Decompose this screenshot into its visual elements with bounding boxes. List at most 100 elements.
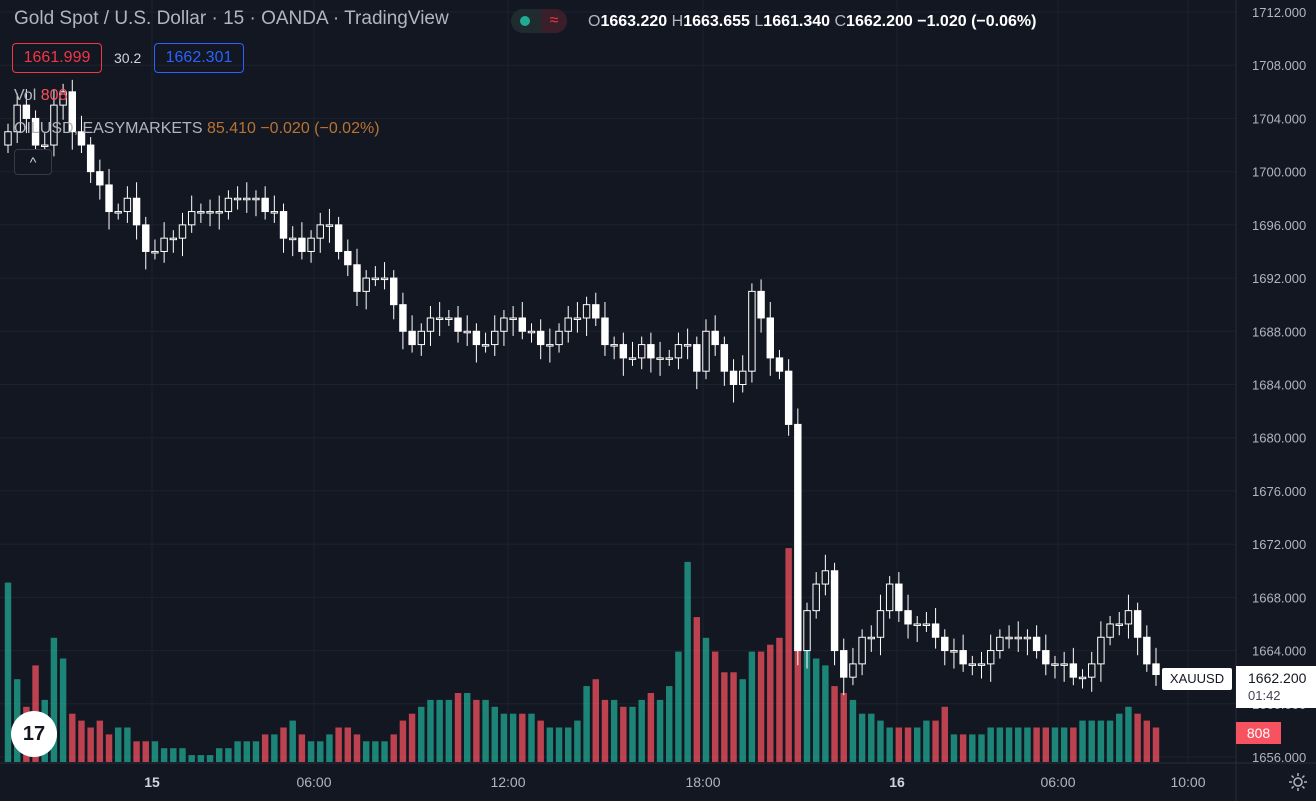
candle-body (187, 211, 196, 226)
volume-bar (390, 734, 397, 762)
collapse-legend-button[interactable]: ^ (14, 149, 52, 175)
volume-bar (675, 651, 682, 762)
candle-body (637, 344, 646, 359)
symbol-title[interactable]: Gold Spot / U.S. Dollar · 15 · OANDA · T… (14, 8, 449, 29)
candle-body (334, 224, 343, 252)
candle-body (1143, 636, 1151, 665)
volume-bar (206, 755, 214, 762)
close-label: C (834, 13, 847, 30)
candle-body (13, 104, 21, 133)
candle-body (279, 211, 288, 239)
volume-bar (160, 748, 168, 762)
volume-bar (519, 713, 526, 762)
gear-icon[interactable] (1288, 772, 1308, 792)
candle-body (96, 171, 104, 186)
volume-bar (1106, 720, 1114, 762)
candle-body (986, 650, 995, 665)
volume-bar (114, 727, 122, 762)
volume-bar (50, 637, 58, 762)
candle-body (197, 211, 205, 214)
candle-body (601, 317, 609, 346)
volume-bar (1015, 727, 1022, 762)
price-scale-label: 1688.000 (1252, 324, 1306, 339)
volume-bar (565, 727, 572, 762)
candle-body (224, 197, 233, 213)
tradingview-logo[interactable]: 17 (11, 711, 57, 757)
candle-body (702, 330, 710, 372)
candle-body (86, 144, 95, 173)
volume-bar (1033, 727, 1040, 762)
spread-value: 30.2 (114, 50, 142, 66)
volume-bar (454, 693, 462, 762)
volume-bar (969, 734, 976, 762)
candle-body (1133, 610, 1142, 638)
candle-body (518, 317, 527, 332)
candle-body (261, 197, 269, 213)
candle-body (1051, 663, 1059, 666)
volume-bar (234, 741, 241, 762)
candle-body (656, 357, 664, 360)
volume-bar (1079, 720, 1086, 762)
candle-body (41, 144, 49, 148)
volume-bar (978, 734, 985, 762)
volume-bar (436, 699, 443, 762)
volume-bar (78, 720, 85, 762)
volume-bar (381, 741, 388, 762)
volume-bar (932, 720, 939, 762)
candle-body (968, 663, 977, 666)
low-value: 1661.340 (763, 13, 831, 30)
candle-body (105, 184, 113, 213)
candle-body (922, 623, 931, 626)
candle-body (1097, 636, 1105, 665)
current-price: 1662.200 (1248, 670, 1307, 686)
sell-button[interactable]: 1661.999 (12, 43, 102, 73)
volume-bar (1088, 720, 1095, 762)
high-value: 1663.655 (683, 13, 750, 30)
market-status[interactable]: ≈ (511, 9, 567, 33)
candle-body (840, 650, 848, 678)
candle-body (160, 237, 168, 252)
volume-bar (142, 741, 149, 762)
volume-bar (858, 713, 866, 762)
volume-bar (730, 672, 737, 762)
volume-bar (326, 734, 333, 762)
volume-bar (170, 748, 177, 762)
price-scale-label: 1656.000 (1252, 750, 1306, 765)
candle-body (353, 264, 361, 292)
compare-symbol-values: 85.410 −0.020 (−0.02%) (206, 120, 380, 137)
volume-bar (372, 741, 379, 762)
volume-bar (868, 713, 875, 762)
volume-bar (1125, 706, 1132, 762)
volume-bar (427, 699, 434, 762)
volume-bar (335, 727, 342, 762)
buy-button[interactable]: 1662.301 (154, 43, 244, 73)
candle-body (472, 330, 481, 346)
volume-bar (399, 720, 407, 762)
volume-legend[interactable]: Vol 808 (14, 87, 67, 105)
candle-body (555, 330, 563, 346)
volume-bar (463, 693, 471, 762)
volume-bar (574, 720, 581, 762)
candle-body (390, 277, 398, 306)
compare-symbol-legend[interactable]: OILUSD, EASYMARKETS 85.410 −0.020 (−0.02… (14, 120, 380, 138)
volume-bar (721, 672, 728, 762)
volume-bar (482, 699, 489, 762)
data-delay-icon: ≈ (541, 9, 567, 33)
market-open-icon (520, 16, 530, 26)
candle-body (564, 317, 572, 332)
volume-bar (473, 699, 480, 762)
candle-body (307, 237, 315, 252)
low-label: L (754, 13, 764, 30)
candle-body (950, 650, 958, 653)
candle-body (1069, 663, 1078, 678)
volume-bar (408, 713, 416, 762)
symbol-price-label: XAUUSD (1162, 668, 1232, 690)
candle-body (491, 330, 499, 346)
volume-bar (1051, 727, 1059, 762)
volume-bar (923, 720, 930, 762)
candle-body (399, 304, 407, 332)
candle-body (573, 317, 582, 320)
candle-body (371, 277, 380, 281)
